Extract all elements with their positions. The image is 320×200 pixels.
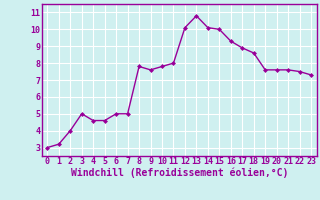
X-axis label: Windchill (Refroidissement éolien,°C): Windchill (Refroidissement éolien,°C) xyxy=(70,168,288,178)
